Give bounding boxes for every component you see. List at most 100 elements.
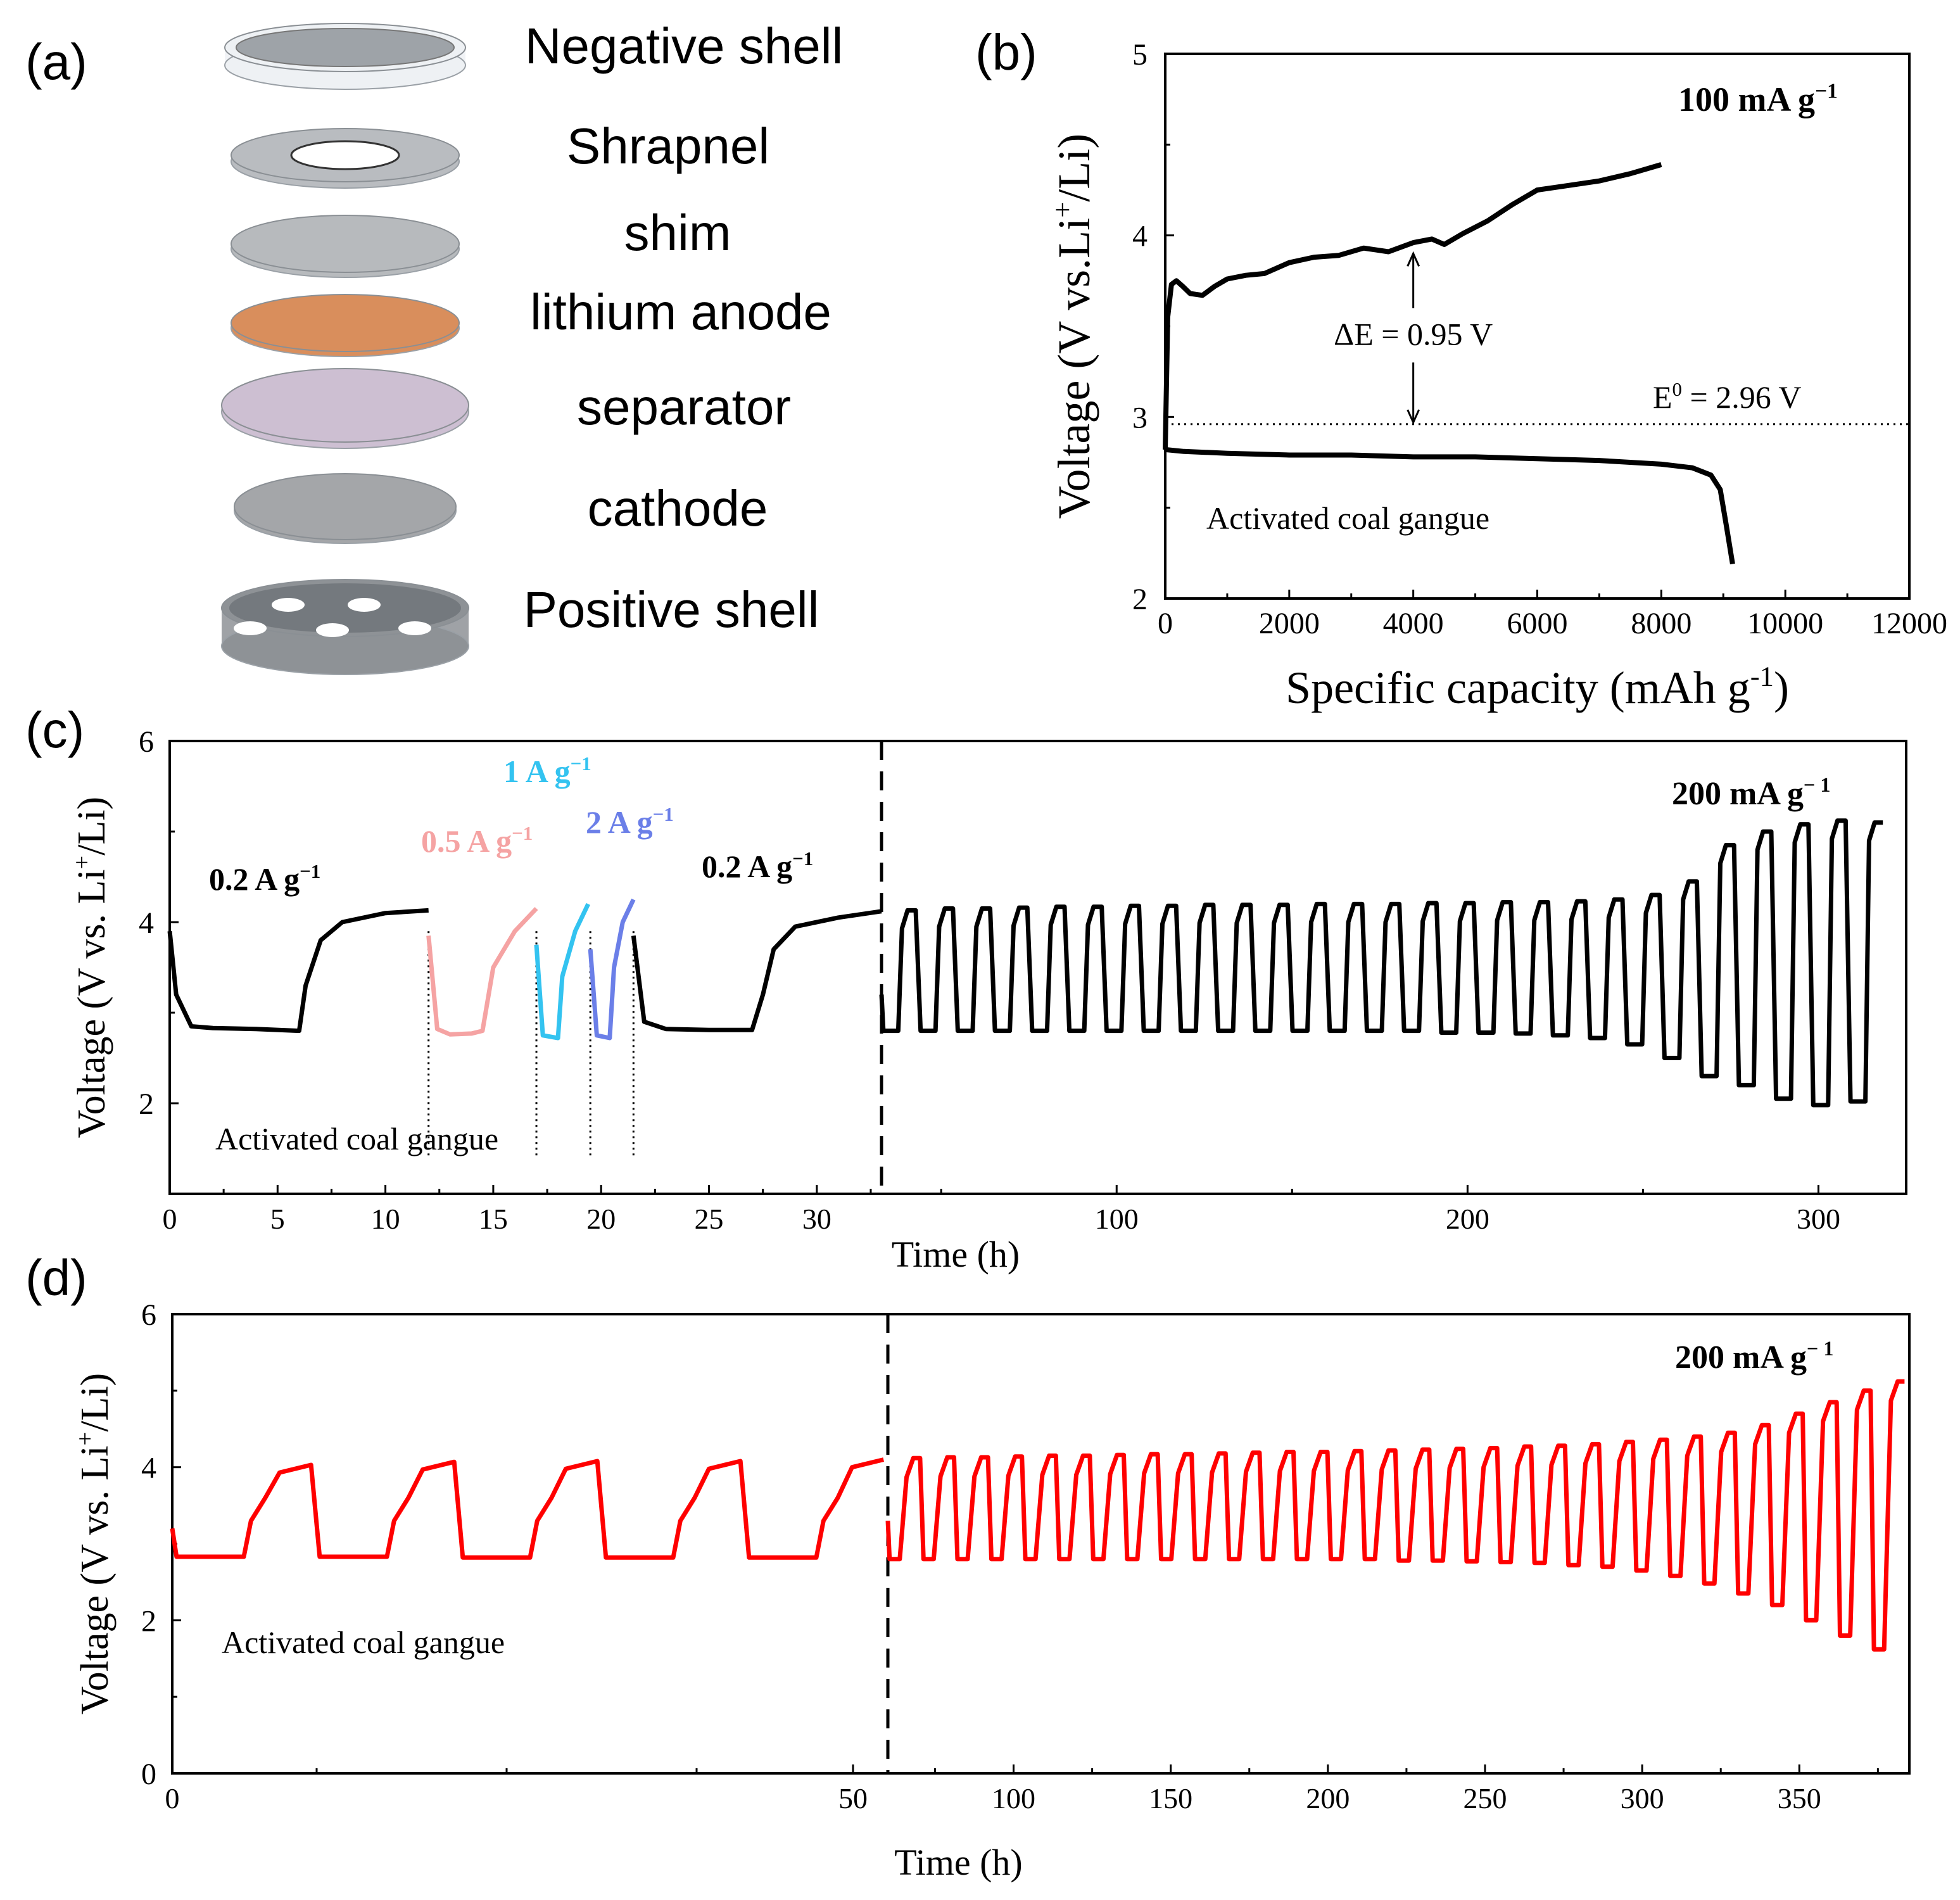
x-tick-label: 15 bbox=[479, 1203, 508, 1235]
x-tick-label: 100 bbox=[1095, 1203, 1139, 1235]
positive-shell-hole bbox=[316, 623, 349, 637]
x-tick-label: 350 bbox=[1778, 1782, 1821, 1814]
y-tick-label: 3 bbox=[1132, 401, 1148, 434]
rate-segment-curve bbox=[631, 909, 882, 1032]
negative-shell-label: Negative shell bbox=[525, 18, 844, 74]
lithium-anode-component bbox=[231, 294, 460, 357]
rate-label: 200 mA g− 1 bbox=[1675, 1337, 1834, 1376]
shrapnel-component bbox=[231, 128, 460, 189]
rate-segment-curve bbox=[167, 908, 429, 1034]
sample-label: Activated coal gangue bbox=[1206, 500, 1489, 536]
y-tick-label: 2 bbox=[1132, 583, 1148, 616]
shim-component bbox=[231, 215, 460, 278]
rate-segment-curve bbox=[588, 898, 636, 1041]
rate-segment-label: 0.2 A g−1 bbox=[209, 860, 320, 897]
charge-discharge-chart: 0 2000 4000 6000 8000 10000 12000 2 3 4 5 Specific … bbox=[1047, 38, 1947, 713]
x-tick-label: 200 bbox=[1306, 1782, 1350, 1814]
y-tick-label: 2 bbox=[139, 1087, 154, 1121]
y-tick-label: 4 bbox=[139, 906, 154, 940]
x-tick-label: 12000 bbox=[1871, 607, 1947, 640]
negative-shell-mesh bbox=[236, 28, 455, 67]
rate-label: 100 mA g−1 bbox=[1678, 79, 1838, 118]
panel-label-d: (d) bbox=[25, 1250, 87, 1306]
y-axis-label: Voltage (V vs.Li+/Li) bbox=[1047, 134, 1099, 519]
e0-label: E0 = 2.96 V bbox=[1653, 378, 1801, 415]
positive-shell-hole bbox=[234, 621, 267, 635]
x-tick-label: 50 bbox=[838, 1782, 868, 1814]
positive-shell-component bbox=[221, 579, 469, 675]
x-tick-label: 5 bbox=[270, 1203, 285, 1235]
shim-disc bbox=[231, 215, 460, 273]
plot-frame bbox=[168, 740, 1907, 1195]
lithium-anode-disc bbox=[231, 294, 460, 352]
sample-label: Activated coal gangue bbox=[215, 1121, 498, 1156]
x-tick-label: 30 bbox=[802, 1203, 831, 1235]
x-axis-label: Time (h) bbox=[894, 1842, 1023, 1883]
rate-cycling-chart-c: 0 5 10 15 20 25 30 100 200 300 2 4 6 Time (h) Voltage … bbox=[68, 725, 1907, 1275]
formation-curve bbox=[170, 1457, 885, 1560]
cathode-disc bbox=[234, 473, 457, 540]
y-tick-label: 4 bbox=[1132, 220, 1148, 253]
x-tick-label: 25 bbox=[695, 1203, 724, 1235]
positive-shell-hole bbox=[272, 598, 305, 612]
x-tick-label: 2000 bbox=[1259, 607, 1320, 640]
x-tick-label: 10000 bbox=[1747, 607, 1823, 640]
sample-label: Activated coal gangue bbox=[222, 1624, 505, 1660]
x-tick-label: 100 bbox=[992, 1782, 1035, 1814]
panel-label-c: (c) bbox=[25, 702, 84, 758]
x-tick-label: 150 bbox=[1149, 1782, 1192, 1814]
y-tick-label: 4 bbox=[141, 1452, 156, 1485]
x-tick-label: 4000 bbox=[1383, 607, 1444, 640]
x-axis-label: Time (h) bbox=[892, 1234, 1020, 1275]
x-tick-label: 20 bbox=[586, 1203, 616, 1235]
rate-label: 200 mA g− 1 bbox=[1672, 773, 1831, 812]
shrapnel-label: Shrapnel bbox=[567, 118, 769, 174]
rate-cycling-chart-d: 0 50 100 150 200 250 300 350 0 2 4 6 Time (h) Voltage… bbox=[72, 1298, 1911, 1883]
cathode-component bbox=[234, 473, 457, 544]
x-tick-label: 250 bbox=[1463, 1782, 1507, 1814]
y-tick-label: 6 bbox=[141, 1298, 156, 1332]
x-tick-label: 8000 bbox=[1631, 607, 1691, 640]
x-tick-label: 300 bbox=[1621, 1782, 1664, 1814]
separator-label: separator bbox=[577, 379, 791, 435]
rate-segment-label: 0.2 A g−1 bbox=[702, 847, 813, 884]
negative-shell-component bbox=[224, 23, 466, 90]
delta-e-label: ΔE = 0.95 V bbox=[1334, 316, 1493, 352]
rate-segment-label: 0.5 A g−1 bbox=[421, 822, 533, 859]
rate-segment-label: 2 A g−1 bbox=[586, 803, 674, 840]
x-tick-label: 0 bbox=[1158, 607, 1173, 640]
y-axis-label: Voltage (V vs. Li+/Li) bbox=[68, 797, 113, 1138]
y-tick-label: 0 bbox=[141, 1758, 156, 1791]
separator-disc bbox=[221, 368, 469, 443]
panel-label-a: (a) bbox=[25, 34, 87, 90]
x-tick-label: 300 bbox=[1797, 1203, 1840, 1235]
cycling-curve bbox=[879, 818, 1883, 1108]
y-axis-label: Voltage (V vs. Li+/Li) bbox=[72, 1373, 117, 1714]
rate-segment-curve bbox=[426, 907, 538, 1037]
x-tick-label: 0 bbox=[163, 1203, 177, 1235]
y-tick-label: 6 bbox=[139, 725, 154, 759]
separator-component bbox=[221, 368, 469, 449]
y-tick-label: 5 bbox=[1132, 38, 1148, 72]
coin-cell-exploded-diagram: Negative shell Shrapnel shim lithium anode s… bbox=[221, 18, 844, 675]
lithium-anode-label: lithium anode bbox=[530, 284, 831, 340]
x-tick-label: 0 bbox=[165, 1782, 180, 1814]
shim-label: shim bbox=[624, 205, 731, 261]
cathode-label: cathode bbox=[588, 480, 768, 536]
delta-arrowhead-up bbox=[1407, 251, 1420, 267]
positive-shell-hole bbox=[398, 621, 431, 635]
x-tick-label: 6000 bbox=[1507, 607, 1568, 640]
panel-label-b: (b) bbox=[975, 24, 1037, 80]
x-tick-label: 10 bbox=[371, 1203, 400, 1235]
delta-arrowhead-down bbox=[1407, 409, 1420, 425]
positive-shell-inner bbox=[229, 583, 461, 633]
rate-segment-label: 1 A g−1 bbox=[503, 752, 591, 789]
discharge-curve bbox=[1165, 446, 1735, 565]
shrapnel-hole bbox=[290, 140, 400, 170]
positive-shell-label: Positive shell bbox=[524, 581, 819, 638]
x-axis-label: Specific capacity (mAh g-1) bbox=[1286, 661, 1789, 713]
cycling-curve bbox=[885, 1379, 1905, 1652]
positive-shell-hole bbox=[348, 598, 381, 612]
rate-segment-curve bbox=[534, 902, 590, 1041]
